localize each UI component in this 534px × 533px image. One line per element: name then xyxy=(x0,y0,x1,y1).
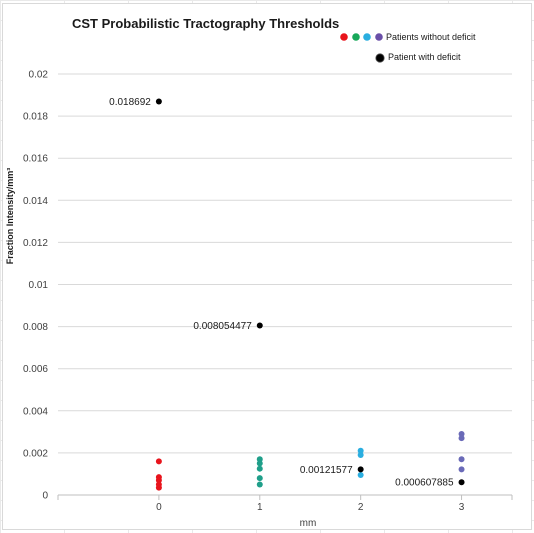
chart-title: CST Probabilistic Tractography Threshold… xyxy=(72,16,339,31)
data-point xyxy=(357,452,364,459)
x-tick-label: 0 xyxy=(156,502,162,513)
data-label: 0.018692 xyxy=(109,97,151,108)
data-point xyxy=(155,484,162,491)
x-tick-labels: 0 1 2 3 xyxy=(156,502,465,513)
data-point xyxy=(458,430,465,437)
y-tick-labels: 0 0.002 0.004 0.006 0.008 0.01 0.012 0.014 0.016… xyxy=(23,70,48,502)
x-tick-label: 2 xyxy=(358,502,364,513)
legend-label-with-deficit: Patient with deficit xyxy=(388,52,461,62)
data-point xyxy=(357,466,364,473)
data-point xyxy=(458,479,465,486)
data-point xyxy=(458,435,465,442)
data-point xyxy=(256,465,263,472)
gridlines xyxy=(58,73,512,454)
data-point xyxy=(256,475,263,482)
y-tick-label: 0.01 xyxy=(29,280,49,291)
data-point xyxy=(458,456,465,463)
data-point xyxy=(256,456,263,463)
data-point xyxy=(155,458,162,465)
y-tick-label: 0.014 xyxy=(23,196,48,207)
legend-marker-green xyxy=(352,33,360,41)
y-tick-label: 0.004 xyxy=(23,406,48,417)
y-tick-label: 0 xyxy=(42,491,48,502)
legend-label-without-deficit: Patients without deficit xyxy=(386,32,476,42)
data-label: 0.00121577 xyxy=(300,465,353,476)
legend-marker-red xyxy=(340,33,348,41)
x-axis-title: mm xyxy=(300,518,317,529)
data-labels: 0.018692 0.008054477 0.00121577 0.000607885 xyxy=(109,97,454,489)
data-point xyxy=(357,472,364,479)
data-point xyxy=(458,466,465,473)
data-label: 0.000607885 xyxy=(395,478,454,489)
y-tick-label: 0.002 xyxy=(23,448,48,459)
data-point xyxy=(256,322,263,329)
legend-marker-purple xyxy=(375,33,383,41)
y-tick-label: 0.018 xyxy=(23,112,48,123)
y-axis-title: Fraction Intensity/mm³ xyxy=(5,168,15,265)
data-point xyxy=(155,477,162,484)
y-tick-label: 0.012 xyxy=(23,238,48,249)
y-tick-label: 0.008 xyxy=(23,322,48,333)
data-points xyxy=(155,98,465,491)
legend: Patients without deficit Patient with de… xyxy=(340,32,476,63)
y-tick-label: 0.02 xyxy=(29,70,49,81)
data-point xyxy=(155,98,162,105)
data-point xyxy=(256,460,263,467)
data-point xyxy=(357,447,364,454)
y-tick-label: 0.006 xyxy=(23,364,48,375)
data-label: 0.008054477 xyxy=(193,321,252,332)
data-point xyxy=(256,481,263,488)
y-tick-label: 0.016 xyxy=(23,154,48,165)
x-tick-label: 1 xyxy=(257,502,263,513)
legend-marker-blue xyxy=(363,33,371,41)
axes xyxy=(57,494,513,500)
chart-area[interactable] xyxy=(2,3,532,530)
legend-marker-black xyxy=(375,53,385,63)
x-tick-label: 3 xyxy=(459,502,465,513)
